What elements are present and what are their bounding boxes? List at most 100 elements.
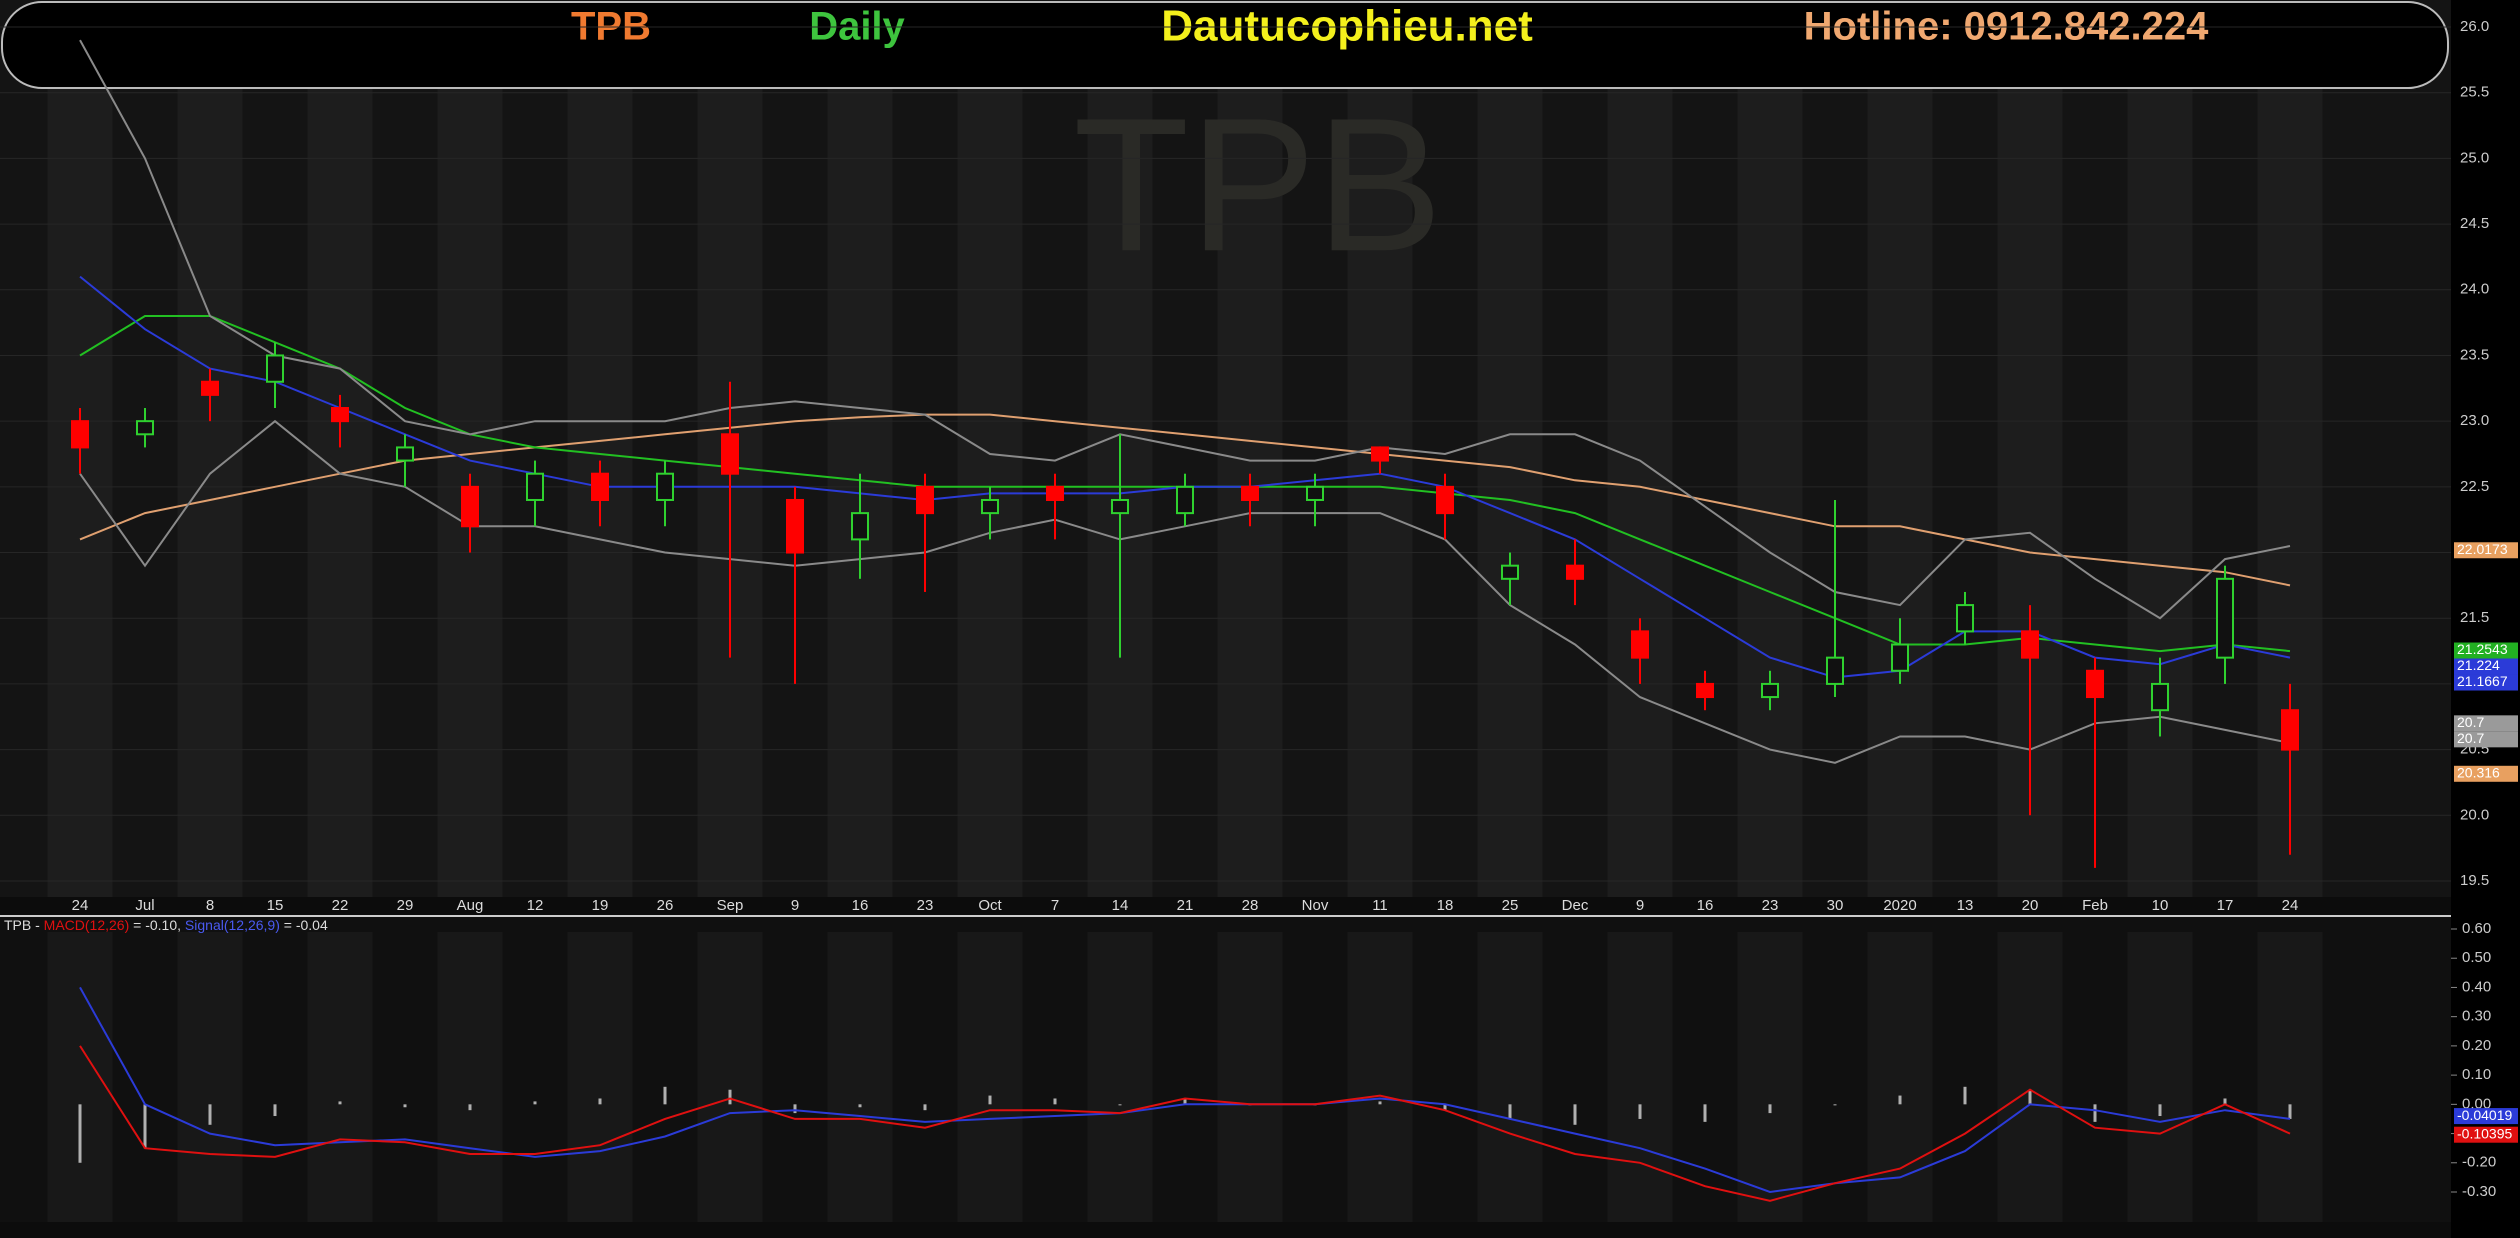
y-tick-label: 24.5 [2460,215,2489,232]
candle-body [981,498,999,515]
histogram-bar [663,1086,667,1105]
stripe [177,88,243,897]
price-tag-label: -0.10395 [2457,1125,2512,1141]
stripe [47,88,113,897]
candle-body [1631,630,1649,659]
histogram-bar [208,1104,212,1125]
histogram-bar [1703,1104,1707,1122]
legend-signal: Signal(12,26,9) [185,917,280,933]
histogram-bar [1963,1086,1967,1105]
candle-body [1176,485,1194,515]
price-tag [2454,674,2518,691]
price-tag-label: 22.0173 [2457,541,2508,557]
y-tick-label: 26.0 [2460,18,2489,35]
x-tick-label: 16 [852,897,869,914]
x-tick-label: Sep [717,897,744,914]
candle-body [2086,669,2104,699]
x-tick-label: 9 [1636,897,1644,914]
candle-body [1891,643,1909,672]
macd-legend: TPB - MACD(12,26) = -0.10, Signal(12,26,… [4,917,328,933]
macd-tick-label: 0.60 [2462,920,2491,937]
price-tag [2454,715,2518,732]
histogram-bar [468,1104,472,1111]
histogram-bar [1443,1104,1447,1111]
x-tick-label: 18 [1437,897,1454,914]
histogram-bar [2288,1104,2292,1119]
macd-tick-label: 0.20 [2462,1037,2491,1054]
stripe [1737,932,1803,1222]
stripe [307,88,373,897]
x-tick-label: 24 [72,897,89,914]
histogram-bar [598,1098,602,1105]
x-tick-label: 29 [397,897,414,914]
candle-body [2281,709,2299,751]
histogram-bar [793,1104,797,1114]
macd-tick-label: 0.00 [2462,1095,2491,1112]
candle-body [1501,564,1519,580]
histogram-bar [1118,1104,1122,1106]
stripe [957,932,1023,1222]
y-tick-label: 19.5 [2460,872,2489,889]
histogram-bar [2028,1089,2032,1105]
candle-body [1761,682,1779,699]
watermark: TPB [1073,79,1443,291]
x-tick-label: 28 [1242,897,1259,914]
x-tick-label: 9 [791,897,799,914]
x-tick-label: Aug [457,897,484,914]
stripe [2127,88,2193,897]
legend-signal-value: = -0.04 [284,917,328,933]
price-tag-label: 20.7 [2457,714,2484,730]
candle-body [2151,682,2169,712]
right-axis [2451,0,2520,1238]
x-tick-label: 24 [2282,897,2299,914]
candle-body [266,354,284,383]
x-tick-label: 20 [2022,897,2039,914]
x-tick-label: Nov [1302,897,1329,914]
candle-body [396,446,414,462]
stripe [1477,932,1543,1222]
histogram-bar [988,1095,992,1105]
price-tag [2454,642,2518,659]
x-tick-label: 21 [1177,897,1194,914]
histogram-bar [1898,1095,1902,1105]
candle-body [136,420,154,436]
stripe [1477,88,1543,897]
x-tick-label: 19 [592,897,609,914]
candle-body [1241,485,1259,501]
macd-tick-label: 0.10 [2462,1066,2491,1083]
histogram-bar [1573,1104,1577,1125]
price-tag [2454,765,2518,782]
x-tick-label: 11 [1372,897,1388,914]
macd-tick-label: 0.40 [2462,978,2491,995]
moving-average [79,419,2291,764]
candle-body [786,498,804,554]
candle-body [526,472,544,501]
histogram-bar [78,1104,82,1163]
stripes [47,88,2323,1222]
candle-body [721,433,739,475]
candle-body [591,472,609,501]
candle-body [1306,485,1324,501]
stripe [437,932,503,1222]
x-tick-label: 23 [917,897,934,914]
x-tick-label: 13 [1957,897,1974,914]
histogram-bar [1053,1098,1057,1105]
histogram-bar [1833,1104,1837,1106]
x-tick-label: 10 [2152,897,2169,914]
histogram-bar [533,1101,537,1105]
moving-average [79,39,2291,620]
candle-body [2216,577,2234,659]
stripe [2257,932,2323,1222]
macd-tick-label: 0.50 [2462,949,2491,966]
candle-body [1956,604,1974,633]
signal-line [79,986,2291,1194]
histogram-bar [1768,1104,1772,1114]
price-tag [2454,1108,2518,1125]
x-tick-label: Dec [1562,897,1589,914]
histogram-bar [2158,1104,2162,1117]
stripe [307,932,373,1222]
histogram-bar [1378,1101,1382,1105]
histogram-bar [858,1104,862,1108]
y-tick-label: 22.5 [2460,478,2489,495]
y-tick-label: 25.5 [2460,84,2489,101]
